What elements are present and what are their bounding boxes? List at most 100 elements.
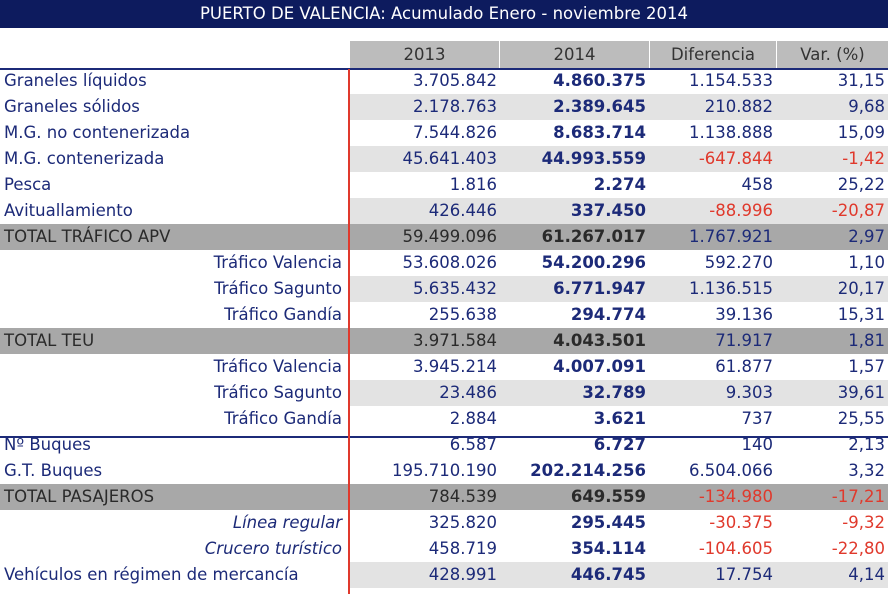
value-2014: 4.043.501 (553, 331, 646, 350)
value-2013: 784.539 (428, 487, 497, 506)
value-2014: 3.621 (593, 409, 646, 428)
value-2014: 32.789 (500, 380, 650, 406)
row-label: TOTAL TRÁFICO APV (4, 227, 171, 246)
value-diferencia: 17.754 (650, 562, 777, 588)
row-label: Graneles sólidos (4, 97, 140, 116)
value-diferencia: 39.136 (715, 305, 773, 324)
value-2014: 44.993.559 (500, 146, 650, 172)
table-row: Tráfico Gandía 255.638 294.774 39.136 15,31 (0, 302, 888, 328)
value-2014: 2.389.645 (500, 94, 650, 120)
value-variacion: 2,13 (848, 435, 885, 454)
value-diferencia: 1.136.515 (650, 276, 777, 302)
value-variacion: 15,09 (837, 123, 885, 142)
value-diferencia: 1.138.888 (689, 123, 773, 142)
value-variacion: 15,31 (837, 305, 885, 324)
table-row: Tráfico Valencia 53.608.026 54.200.296 592.… (0, 250, 888, 276)
value-diferencia: 6.504.066 (689, 461, 773, 480)
value-2013: 426.446 (350, 198, 500, 224)
value-variacion: -22,80 (831, 539, 885, 558)
row-label: Tráfico Valencia (213, 253, 342, 272)
value-variacion: -9,32 (842, 513, 885, 532)
row-label: TOTAL TEU (4, 331, 95, 350)
header-label (0, 41, 348, 68)
value-variacion: 20,17 (777, 276, 888, 302)
value-variacion: 39,61 (777, 380, 888, 406)
value-diferencia: 1.767.921 (689, 227, 773, 246)
value-diferencia: 458 (741, 175, 774, 194)
header-diferencia: Diferencia (650, 41, 777, 68)
row-label: Tráfico Valencia (213, 357, 342, 376)
row-label: Tráfico Sagunto (214, 279, 342, 298)
value-2013: 5.635.432 (350, 276, 500, 302)
table-title: PUERTO DE VALENCIA: Acumulado Enero - no… (0, 0, 888, 28)
value-variacion: -1,42 (777, 146, 888, 172)
table-row: Avituallamiento 426.446 337.450 -88.996 -20,… (0, 198, 888, 224)
value-2013: 428.991 (350, 562, 500, 588)
value-diferencia: 61.877 (715, 357, 773, 376)
header-rule (0, 68, 888, 70)
table-row: Nº Buques 6.587 6.727 140 2,13 (0, 432, 888, 458)
value-diferencia: 9.303 (650, 380, 777, 406)
value-2014: 649.559 (570, 487, 646, 506)
value-2013: 2.178.763 (350, 94, 500, 120)
value-2014: 4.007.091 (553, 357, 646, 376)
value-2014: 337.450 (500, 198, 650, 224)
value-diferencia: 737 (741, 409, 774, 428)
row-label: TOTAL PASAJEROS (4, 487, 155, 506)
value-diferencia: -647.844 (650, 146, 777, 172)
value-2014: 354.114 (570, 539, 646, 558)
value-variacion: -17,21 (831, 487, 885, 506)
row-label: G.T. Buques (4, 461, 103, 480)
traffic-table: 2013 2014 Diferencia Var. (%) Graneles l… (0, 41, 888, 588)
table-row: TOTAL TEU 3.971.584 4.043.501 71.917 1,81 (0, 328, 888, 354)
value-diferencia: 210.882 (650, 94, 777, 120)
value-diferencia: -88.996 (650, 198, 777, 224)
row-label: M.G. no contenerizada (4, 123, 191, 142)
row-label: Graneles líquidos (4, 71, 147, 90)
value-variacion: 1,57 (848, 357, 885, 376)
row-label: Avituallamiento (4, 201, 133, 220)
value-2014: 446.745 (500, 562, 650, 588)
header-variacion: Var. (%) (777, 41, 888, 68)
table-row: Tráfico Sagunto 23.486 32.789 9.303 39,61 (0, 380, 888, 406)
value-variacion: 9,68 (777, 94, 888, 120)
section-rule-after-teu (0, 436, 888, 438)
value-diferencia: 140 (741, 435, 774, 454)
table-row: Tráfico Valencia 3.945.214 4.007.091 61.877… (0, 354, 888, 380)
value-2013: 325.820 (428, 513, 497, 532)
table-row: Vehículos en régimen de mercancía 428.991… (0, 562, 888, 588)
row-label: Nº Buques (4, 435, 91, 454)
value-variacion: 31,15 (837, 71, 885, 90)
value-2014: 295.445 (570, 513, 646, 532)
value-2013: 6.587 (449, 435, 497, 454)
value-2013: 1.816 (449, 175, 497, 194)
header-2014: 2014 (500, 41, 650, 68)
value-2014: 2.274 (593, 175, 646, 194)
table-row: M.G. contenerizada 45.641.403 44.993.559 -6… (0, 146, 888, 172)
table-row: TOTAL PASAJEROS 784.539 649.559 -134.980 -17… (0, 484, 888, 510)
table-row: Pesca 1.816 2.274 458 25,22 (0, 172, 888, 198)
table-row: Línea regular 325.820 295.445 -30.375 -9,32 (0, 510, 888, 536)
value-2013: 45.641.403 (350, 146, 500, 172)
table-row: Tráfico Sagunto 5.635.432 6.771.947 1.136.5… (0, 276, 888, 302)
value-2014: 4.860.375 (553, 71, 646, 90)
value-2013: 7.544.826 (413, 123, 497, 142)
value-2013: 255.638 (428, 305, 497, 324)
value-2014: 6.727 (593, 435, 646, 454)
column-divider (348, 69, 350, 594)
value-2013: 3.971.584 (413, 331, 497, 350)
value-variacion: 1,81 (848, 331, 885, 350)
table-header-row: 2013 2014 Diferencia Var. (%) (0, 41, 888, 68)
value-2014: 294.774 (570, 305, 646, 324)
value-diferencia: -104.605 (698, 539, 773, 558)
value-variacion: 25,55 (837, 409, 885, 428)
table-row: Graneles líquidos 3.705.842 4.860.375 1.154… (0, 68, 888, 94)
value-2013: 458.719 (428, 539, 497, 558)
row-label: Línea regular (232, 513, 342, 532)
value-2014: 61.267.017 (541, 227, 646, 246)
value-2013: 195.710.190 (392, 461, 497, 480)
table-row: Crucero turístico 458.719 354.114 -104.605 -… (0, 536, 888, 562)
value-2013: 59.499.096 (402, 227, 497, 246)
value-variacion: 2,97 (848, 227, 885, 246)
value-2013: 23.486 (350, 380, 500, 406)
